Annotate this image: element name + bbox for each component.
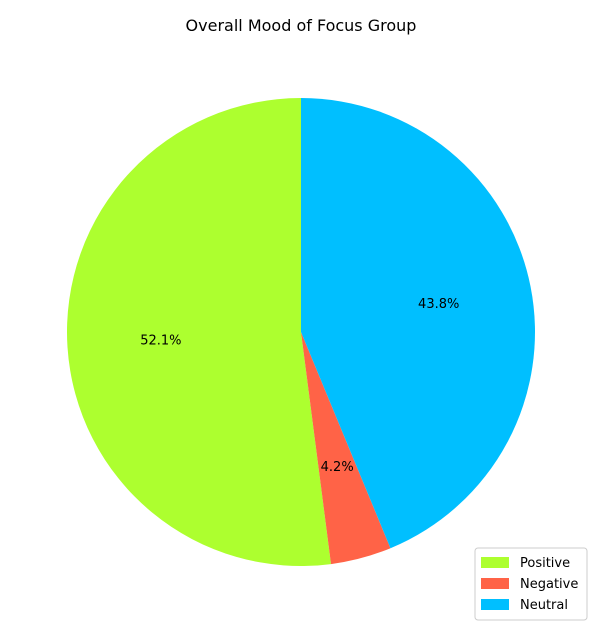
slice-label-negative: 4.2% [321,460,354,475]
slice-label-positive: 52.1% [140,334,181,349]
chart-title: Overall Mood of Focus Group [186,16,417,35]
pie-slice-positive [67,98,332,566]
legend-swatch-positive [481,557,509,568]
legend-label-neutral: Neutral [520,598,568,613]
pie-slice-neutral [301,98,535,549]
slice-label-neutral: 43.8% [418,297,459,312]
pie-slice-labels: 52.1% 4.2% 43.8% [140,297,459,475]
pie-slice-negative [301,332,391,565]
legend-label-negative: Negative [520,577,578,592]
legend-label-positive: Positive [520,556,570,571]
legend: Positive Negative Neutral [474,547,588,621]
legend-swatch-neutral [481,599,509,610]
pie-slices [67,98,535,566]
legend-swatch-negative [481,578,509,589]
